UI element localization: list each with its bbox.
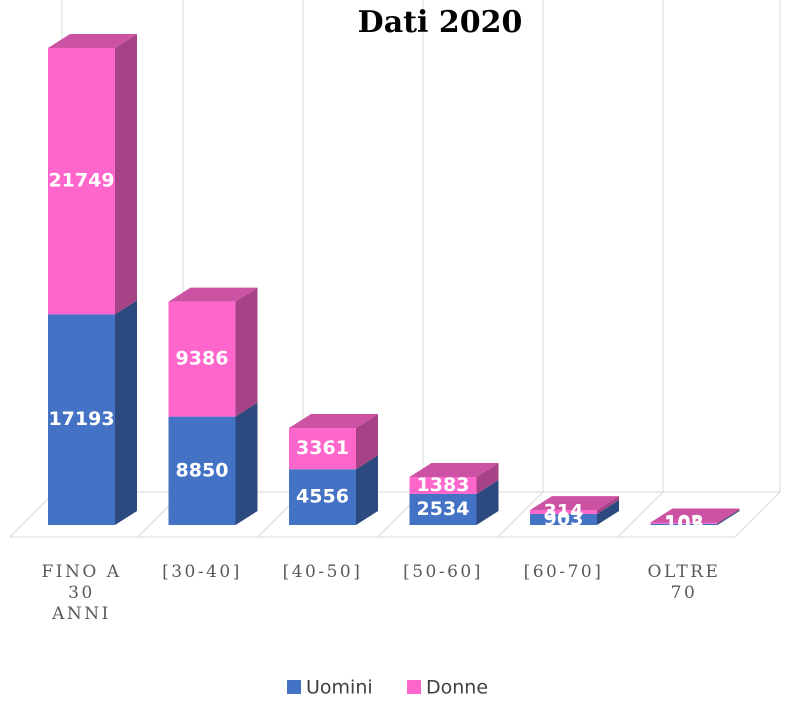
x-tick-label: OLTRE 70 (647, 562, 721, 603)
legend-label: Uomini (306, 677, 373, 699)
bar-segment (409, 479, 499, 525)
data-label: 17193 (48, 408, 114, 430)
bar-side (597, 499, 619, 525)
bar-top (289, 414, 378, 429)
bar-segment (48, 300, 137, 525)
bar-top (409, 463, 499, 478)
legend-swatch (287, 680, 301, 694)
bar-side (476, 463, 499, 494)
data-label: 102 (664, 512, 704, 534)
data-label: 2534 (417, 498, 470, 520)
bar-front (168, 301, 236, 417)
bar-segment (289, 455, 378, 525)
bar-side (356, 455, 378, 525)
x-tick-label: [40-50] (282, 562, 363, 582)
bar-top (168, 287, 258, 302)
legend-swatch (407, 680, 421, 694)
chart-title: Dati 2020 (358, 5, 523, 40)
data-label: 1383 (417, 474, 470, 496)
bar-side (717, 508, 740, 524)
bar-segment (289, 414, 378, 470)
bar-front (48, 314, 115, 525)
x-tick-label: [50-60] (403, 562, 483, 582)
bar-front (409, 493, 477, 525)
bar-top (530, 496, 619, 511)
data-label: 105 (664, 513, 704, 535)
bar-front (168, 416, 236, 525)
bar-front (530, 513, 597, 525)
bar-segment (409, 463, 499, 494)
bar-side (717, 509, 740, 525)
bar-top (650, 508, 740, 523)
legend-label: Donne (426, 677, 488, 699)
bar-segment (530, 499, 619, 525)
bar-side (115, 34, 137, 315)
bar-front (650, 522, 718, 524)
x-tick-label: FINO A 30 ANNI (41, 562, 122, 624)
bar-side (597, 496, 619, 514)
bar-front (48, 48, 115, 315)
data-label: 9386 (176, 348, 229, 370)
bar-front (289, 428, 356, 470)
bar-front (530, 510, 597, 514)
bar-side (235, 402, 258, 525)
bar-segment (168, 287, 258, 417)
bar-segment (650, 509, 740, 525)
bar-top (48, 34, 137, 48)
bar-segment (168, 402, 258, 525)
bar-side (356, 414, 378, 470)
bar-front (289, 469, 356, 525)
x-tick-label: [60-70] (523, 562, 604, 582)
bar-segment (48, 34, 137, 315)
x-tick-label: [30-40] (162, 562, 242, 582)
data-label: 314 (544, 501, 584, 523)
data-label: 8850 (176, 459, 229, 481)
bar-segment (530, 496, 619, 514)
data-label: 21749 (48, 170, 114, 192)
data-label: 4556 (296, 486, 349, 508)
data-label: 903 (544, 508, 584, 530)
bar-front (409, 477, 477, 494)
bar-segment (650, 508, 740, 524)
bar-front (650, 523, 718, 525)
data-label: 3361 (296, 437, 349, 459)
bar-side (115, 300, 137, 525)
bar-side (235, 287, 258, 417)
bar-side (476, 479, 499, 525)
